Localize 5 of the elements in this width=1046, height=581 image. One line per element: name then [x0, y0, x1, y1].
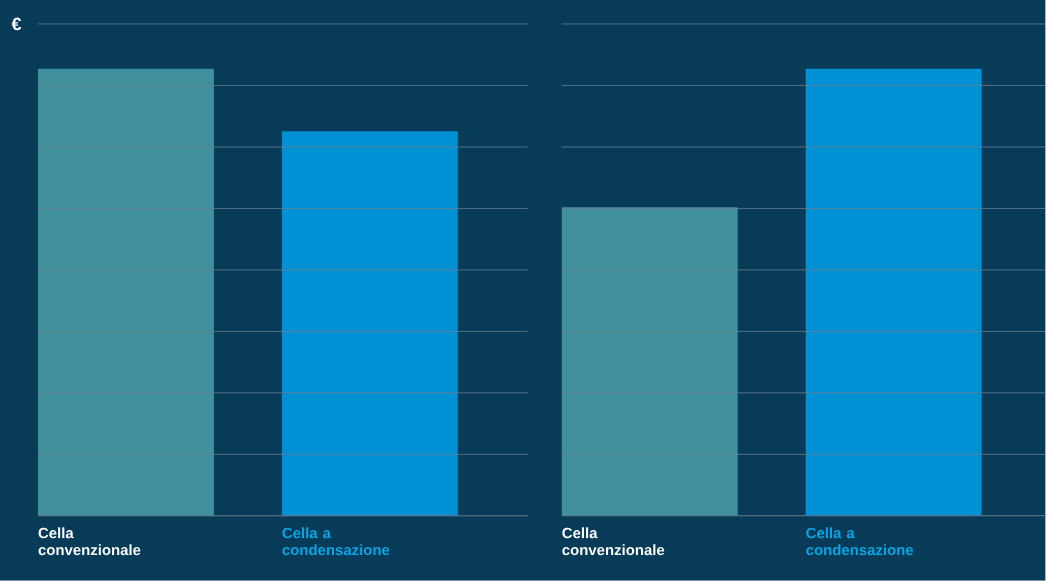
x-tick-label: Cella convenzionale [38, 527, 141, 556]
y-axis-title: € [11, 17, 22, 31]
x-tick-label: Cella a condensazione [282, 527, 390, 556]
x-tick-label: Cella convenzionale [562, 527, 665, 556]
x-tick-label: Cella a condensazione [806, 527, 914, 556]
